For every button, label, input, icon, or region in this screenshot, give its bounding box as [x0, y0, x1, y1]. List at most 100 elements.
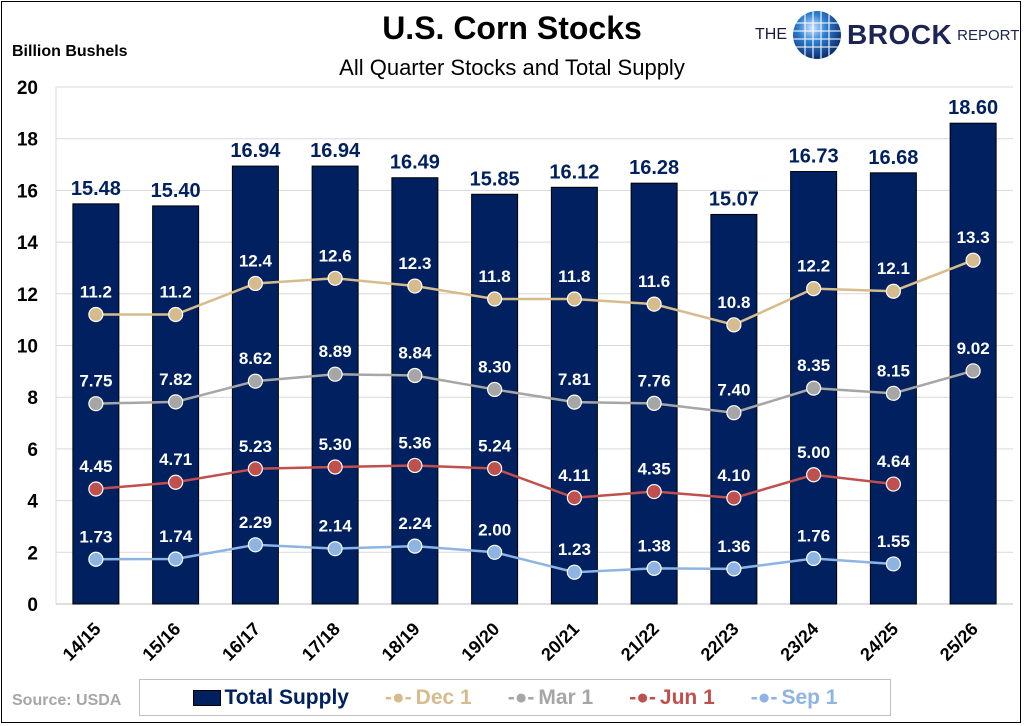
sep1-value-label: 1.74 [159, 527, 193, 546]
total-supply-bar [391, 177, 439, 605]
mar1-point [487, 381, 503, 398]
dec1-point [327, 270, 343, 286]
source-note: Source: USDA [12, 692, 122, 709]
dec1-value-label: 12.1 [877, 259, 910, 278]
jun1-value-label: 5.30 [319, 435, 352, 454]
y-tick-label: 6 [27, 440, 38, 461]
y-tick-label: 4 [27, 492, 38, 513]
dec1-point [168, 306, 184, 323]
jun1-point [247, 461, 263, 477]
total-supply-bar [311, 165, 359, 605]
mar1-value-label: 8.35 [797, 356, 830, 375]
mar1-point [965, 363, 981, 379]
sep1-point [566, 564, 582, 580]
logo-report-text: REPORT [957, 26, 1020, 44]
jun1-point [487, 460, 503, 477]
mar1-point [247, 373, 263, 389]
jun1-point [407, 457, 423, 474]
dec1-line [95, 259, 974, 327]
y-tick-label: 2 [27, 543, 38, 564]
dec1-point [487, 291, 503, 307]
bar-value-label: 15.85 [470, 168, 520, 190]
sep1-value-label: 2.24 [398, 514, 432, 533]
jun1-point [726, 490, 742, 506]
x-tick-label: 23/24 [776, 619, 822, 665]
jun1-value-label: 5.24 [478, 437, 512, 456]
sep1-point [407, 538, 423, 554]
sep1-value-label: 1.38 [638, 536, 671, 555]
dec1-point [88, 306, 104, 323]
legend-item-jun1: -●- Jun 1 [629, 686, 715, 710]
bar-value-label: 16.28 [629, 157, 679, 179]
mar1-value-label: 7.40 [717, 381, 750, 400]
logo-the-text: THE [755, 26, 787, 43]
x-tick-label: 18/19 [378, 619, 424, 665]
legend-item-dec1: -●- Dec 1 [385, 686, 472, 710]
sep1-point [327, 541, 343, 557]
mar1-value-label: 8.89 [319, 342, 352, 361]
x-tick-label: 21/22 [617, 619, 663, 665]
legend-label-jun1: Jun 1 [659, 685, 715, 709]
sep1-value-label: 1.73 [79, 527, 112, 546]
bar-value-label: 15.48 [71, 178, 121, 200]
globe-icon [793, 11, 841, 59]
mar1-point [646, 395, 662, 412]
sep1-point [487, 544, 503, 560]
stock-lines [88, 252, 981, 580]
total-supply-bars [72, 122, 997, 605]
dec1-value-label: 11.8 [479, 267, 511, 286]
legend-line-dot-icon: -●- [384, 685, 412, 709]
x-tick-label: 16/17 [218, 619, 264, 665]
legend-line-dot-icon: -●- [750, 685, 778, 709]
chart-legend: Total Supply -●- Dec 1 -●- Mar 1 -●- Jun… [139, 679, 891, 716]
chart-title: U.S. Corn Stocks [382, 10, 642, 46]
jun1-point [646, 483, 662, 500]
dec1-point [965, 252, 981, 268]
dec1-value-label: 11.2 [160, 282, 192, 301]
jun1-value-label: 4.10 [717, 466, 750, 485]
y-tick-label: 12 [17, 285, 38, 306]
legend-line-dot-icon: -●- [507, 685, 535, 709]
y-axis-ticks: 0 2 4 6 8 10 12 14 16 18 20 [17, 78, 39, 616]
bar-value-label: 16.94 [310, 140, 361, 162]
x-tick-label: 24/25 [856, 619, 902, 665]
jun1-point [327, 459, 343, 475]
jun1-value-label: 4.45 [79, 457, 112, 476]
mar1-value-label: 8.84 [398, 343, 432, 362]
y-tick-label: 10 [17, 337, 38, 358]
sep1-value-label: 2.14 [319, 517, 353, 536]
total-supply-bar [630, 182, 678, 605]
bar-value-label: 16.68 [868, 147, 918, 169]
mar1-value-label: 7.81 [558, 370, 591, 389]
dec1-point [806, 281, 822, 297]
sep1-value-label: 1.23 [558, 540, 591, 559]
mar1-value-label: 8.30 [478, 357, 511, 376]
gridlines [55, 86, 1013, 605]
dec1-value-label: 12.2 [797, 257, 830, 276]
legend-bar-swatch [192, 689, 221, 706]
sep1-value-label: 2.00 [478, 520, 511, 539]
dec1-point [726, 317, 742, 333]
bar-value-label: 16.49 [390, 152, 440, 174]
dec1-value-label: 11.6 [638, 272, 670, 291]
mar1-value-label: 9.02 [957, 339, 990, 358]
jun1-value-label: 4.64 [877, 452, 911, 471]
x-tick-label: 15/16 [138, 619, 184, 665]
sep1-point [646, 560, 662, 576]
dec1-value-label: 12.6 [319, 246, 352, 265]
legend-label-dec1: Dec 1 [415, 685, 472, 709]
legend-item-total-supply: Total Supply [192, 686, 349, 710]
x-tick-label: 22/23 [697, 619, 743, 665]
y-tick-label: 20 [17, 78, 38, 99]
dec1-point [247, 275, 263, 292]
jun1-point [88, 481, 104, 497]
sep1-point [726, 561, 742, 577]
dec1-point [885, 283, 901, 299]
mar1-value-label: 8.15 [877, 361, 910, 380]
jun1-value-label: 5.36 [398, 433, 431, 452]
bar-value-label: 16.12 [549, 161, 599, 183]
sep1-value-label: 1.76 [797, 527, 830, 546]
sep1-point [168, 551, 184, 567]
x-tick-label: 20/21 [537, 619, 583, 665]
dec1-value-label: 11.2 [80, 282, 112, 301]
